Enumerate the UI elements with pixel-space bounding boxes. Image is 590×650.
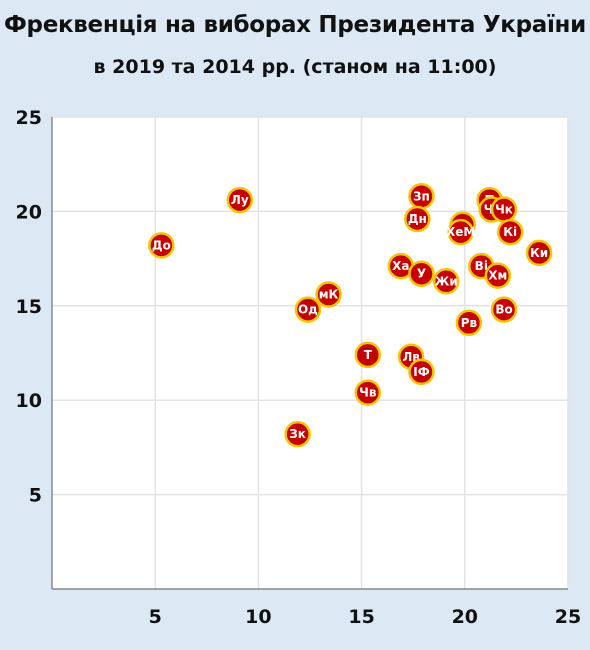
data-point: Зк [284, 420, 311, 448]
point-label: Кі [503, 225, 517, 239]
y-tick-label: 25 [16, 107, 42, 129]
x-tick-labels: 5 10 15 20 25 [149, 606, 582, 628]
axes [51, 117, 568, 590]
point-marker [148, 232, 175, 259]
data-point: Лу [226, 186, 254, 214]
data-points: ДоЛуЗпДнПЧгЧкСХеМКіКиХаУЖиВіХмРвВомКОдТЛ… [148, 183, 553, 448]
y-tick-label: 5 [29, 485, 42, 507]
chart-title: Фреквенція на виборах Президента України [4, 12, 586, 38]
point-marker [294, 296, 322, 323]
point-label: Чв [359, 386, 377, 400]
point-marker [408, 358, 435, 386]
point-marker [455, 309, 483, 337]
point-marker [354, 379, 382, 406]
point-label: Хм [488, 269, 507, 283]
point-label: ХеМ [446, 225, 475, 239]
point-label: Т [364, 348, 373, 362]
point-label: Зп [413, 189, 430, 203]
point-label: Лу [231, 193, 249, 207]
data-point: Т [354, 341, 382, 369]
point-marker [226, 186, 254, 214]
point-label: Чк [495, 203, 513, 217]
y-tick-label: 20 [16, 201, 42, 223]
point-marker [408, 260, 435, 287]
point-marker [404, 205, 431, 233]
y-tick-label: 10 [16, 390, 42, 412]
data-point: Чв [354, 379, 382, 406]
data-point: ІФ [408, 358, 435, 386]
point-marker [432, 268, 460, 295]
y-tick-labels: 5 10 15 20 25 [16, 107, 42, 507]
point-label: Дн [408, 212, 427, 226]
point-marker [496, 218, 524, 246]
point-label: мК [319, 287, 339, 301]
x-tick-label: 20 [452, 606, 478, 628]
point-label: Зк [289, 427, 306, 441]
x-tick-label: 10 [245, 606, 271, 628]
y-tick-label: 15 [16, 296, 42, 318]
point-label: ІФ [413, 365, 429, 379]
point-marker [490, 296, 518, 323]
data-point: Зп [408, 183, 435, 210]
data-point: Дн [404, 205, 431, 233]
data-point: Кі [496, 218, 524, 246]
point-marker [315, 281, 342, 308]
data-point: мК [315, 281, 342, 308]
point-label: Жи [435, 274, 458, 288]
data-point: До [148, 232, 175, 259]
data-point: Рв [455, 309, 483, 337]
data-point: ХеМ [446, 218, 475, 246]
point-label: До [152, 238, 171, 252]
point-label: Ві [475, 259, 488, 273]
point-marker [525, 239, 553, 267]
data-point: Чк [490, 196, 518, 223]
data-point: Жи [432, 268, 460, 295]
point-marker [284, 420, 311, 448]
point-label: У [417, 267, 426, 281]
point-label: Ки [530, 246, 548, 260]
data-point: Во [490, 296, 518, 323]
data-point: Ха [387, 252, 415, 280]
point-label: Во [495, 303, 512, 317]
point-label: Рв [461, 316, 478, 330]
point-marker [484, 262, 512, 289]
point-label: Од [298, 303, 318, 317]
x-tick-label: 15 [348, 606, 374, 628]
point-marker [447, 218, 474, 246]
data-point: У [408, 260, 435, 287]
x-tick-label: 5 [149, 606, 162, 628]
data-point: Хм [484, 262, 512, 289]
data-point: Од [294, 296, 322, 323]
x-tick-label: 25 [555, 606, 581, 628]
point-marker [354, 341, 382, 369]
point-label: Ха [392, 259, 409, 273]
data-point: Ки [525, 239, 553, 267]
chart-subtitle: в 2019 та 2014 рр. (станом на 11:00) [93, 56, 497, 78]
